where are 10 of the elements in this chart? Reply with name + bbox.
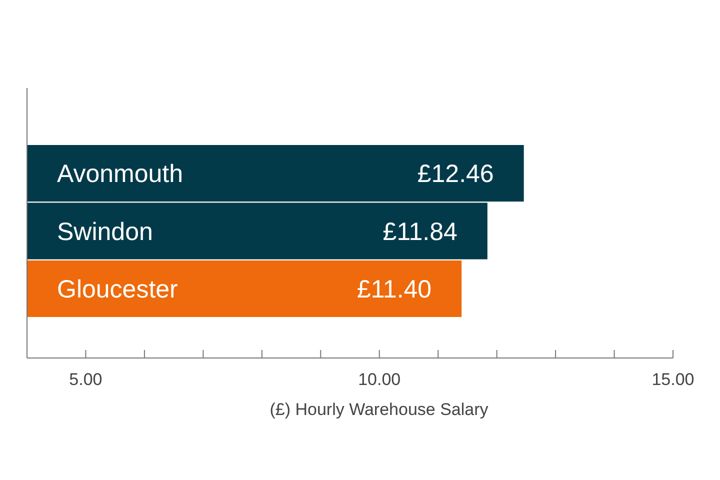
x-tick-label: 5.00 bbox=[69, 370, 102, 389]
x-tick-label: 15.00 bbox=[652, 370, 694, 389]
data-label: £12.46 bbox=[417, 160, 494, 188]
data-label: £11.40 bbox=[356, 275, 432, 304]
data-label: £11.84 bbox=[382, 218, 458, 246]
y-tick-label: Swindon bbox=[57, 218, 153, 246]
x-axis-title: (£) Hourly Warehouse Salary bbox=[270, 400, 489, 419]
y-tick-label: Avonmouth bbox=[57, 160, 184, 188]
x-tick-label: 10.00 bbox=[358, 370, 401, 389]
y-tick-label: Gloucester bbox=[57, 275, 178, 304]
